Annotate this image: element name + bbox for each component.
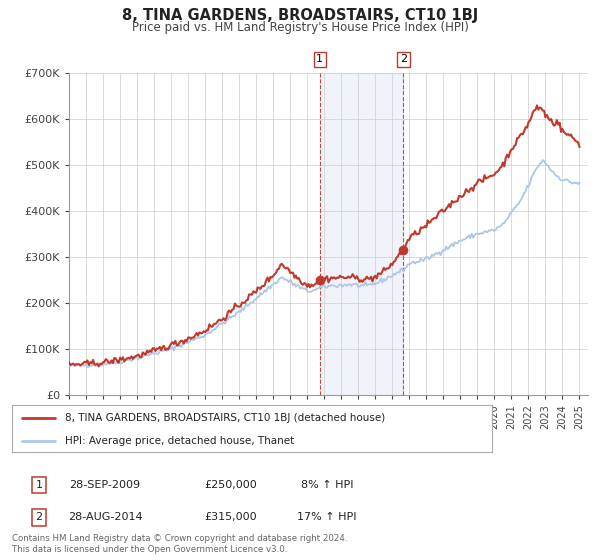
Text: 2: 2: [400, 54, 407, 64]
Text: 1: 1: [35, 480, 43, 490]
Text: 28-AUG-2014: 28-AUG-2014: [68, 512, 142, 522]
Text: 28-SEP-2009: 28-SEP-2009: [70, 480, 140, 490]
Text: 8, TINA GARDENS, BROADSTAIRS, CT10 1BJ: 8, TINA GARDENS, BROADSTAIRS, CT10 1BJ: [122, 8, 478, 24]
Text: HPI: Average price, detached house, Thanet: HPI: Average price, detached house, Than…: [65, 436, 294, 446]
Text: 1: 1: [316, 54, 323, 64]
Text: This data is licensed under the Open Government Licence v3.0.: This data is licensed under the Open Gov…: [12, 545, 287, 554]
Text: 8% ↑ HPI: 8% ↑ HPI: [301, 480, 353, 490]
Text: 8, TINA GARDENS, BROADSTAIRS, CT10 1BJ (detached house): 8, TINA GARDENS, BROADSTAIRS, CT10 1BJ (…: [65, 413, 385, 423]
Text: 17% ↑ HPI: 17% ↑ HPI: [297, 512, 357, 522]
Text: £315,000: £315,000: [205, 512, 257, 522]
Text: Price paid vs. HM Land Registry's House Price Index (HPI): Price paid vs. HM Land Registry's House …: [131, 21, 469, 34]
Text: Contains HM Land Registry data © Crown copyright and database right 2024.: Contains HM Land Registry data © Crown c…: [12, 534, 347, 543]
Text: £250,000: £250,000: [205, 480, 257, 490]
Bar: [320, 73, 403, 395]
Text: 2: 2: [35, 512, 43, 522]
